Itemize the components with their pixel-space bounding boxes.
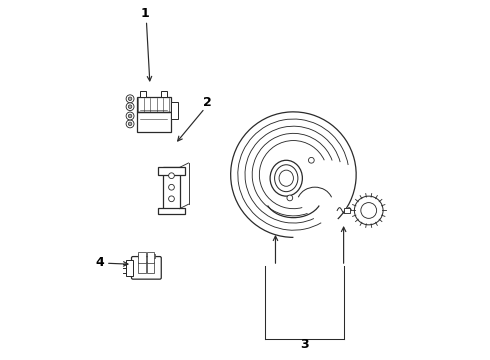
Circle shape bbox=[126, 95, 134, 103]
Bar bbox=[138, 262, 146, 273]
Bar bbox=[147, 252, 154, 263]
Ellipse shape bbox=[274, 165, 298, 192]
Bar bbox=[161, 91, 167, 96]
FancyBboxPatch shape bbox=[131, 257, 161, 279]
Bar bbox=[126, 260, 133, 276]
Circle shape bbox=[128, 105, 132, 108]
Bar bbox=[138, 252, 146, 263]
Circle shape bbox=[126, 120, 134, 128]
Circle shape bbox=[169, 196, 174, 202]
Circle shape bbox=[169, 173, 174, 179]
Text: 4: 4 bbox=[96, 256, 104, 269]
Circle shape bbox=[354, 196, 383, 225]
Text: 1: 1 bbox=[140, 7, 149, 20]
Circle shape bbox=[169, 184, 174, 190]
Bar bbox=[171, 102, 178, 119]
Circle shape bbox=[126, 112, 134, 120]
Ellipse shape bbox=[279, 170, 294, 186]
Bar bbox=[158, 167, 185, 175]
Bar bbox=[140, 91, 147, 96]
Circle shape bbox=[309, 157, 314, 163]
Text: 3: 3 bbox=[300, 338, 309, 351]
Circle shape bbox=[126, 103, 134, 111]
Circle shape bbox=[287, 195, 293, 201]
Text: 2: 2 bbox=[203, 96, 212, 109]
Circle shape bbox=[361, 203, 377, 219]
Bar bbox=[147, 262, 154, 273]
Circle shape bbox=[128, 97, 132, 100]
Bar bbox=[158, 208, 185, 214]
Bar bbox=[149, 255, 155, 258]
Bar bbox=[164, 167, 179, 209]
Bar bbox=[137, 96, 171, 112]
Bar bbox=[137, 112, 171, 132]
Bar bbox=[138, 255, 144, 258]
Ellipse shape bbox=[270, 160, 302, 196]
Circle shape bbox=[128, 114, 132, 118]
Circle shape bbox=[128, 122, 132, 126]
Bar bbox=[344, 208, 350, 213]
